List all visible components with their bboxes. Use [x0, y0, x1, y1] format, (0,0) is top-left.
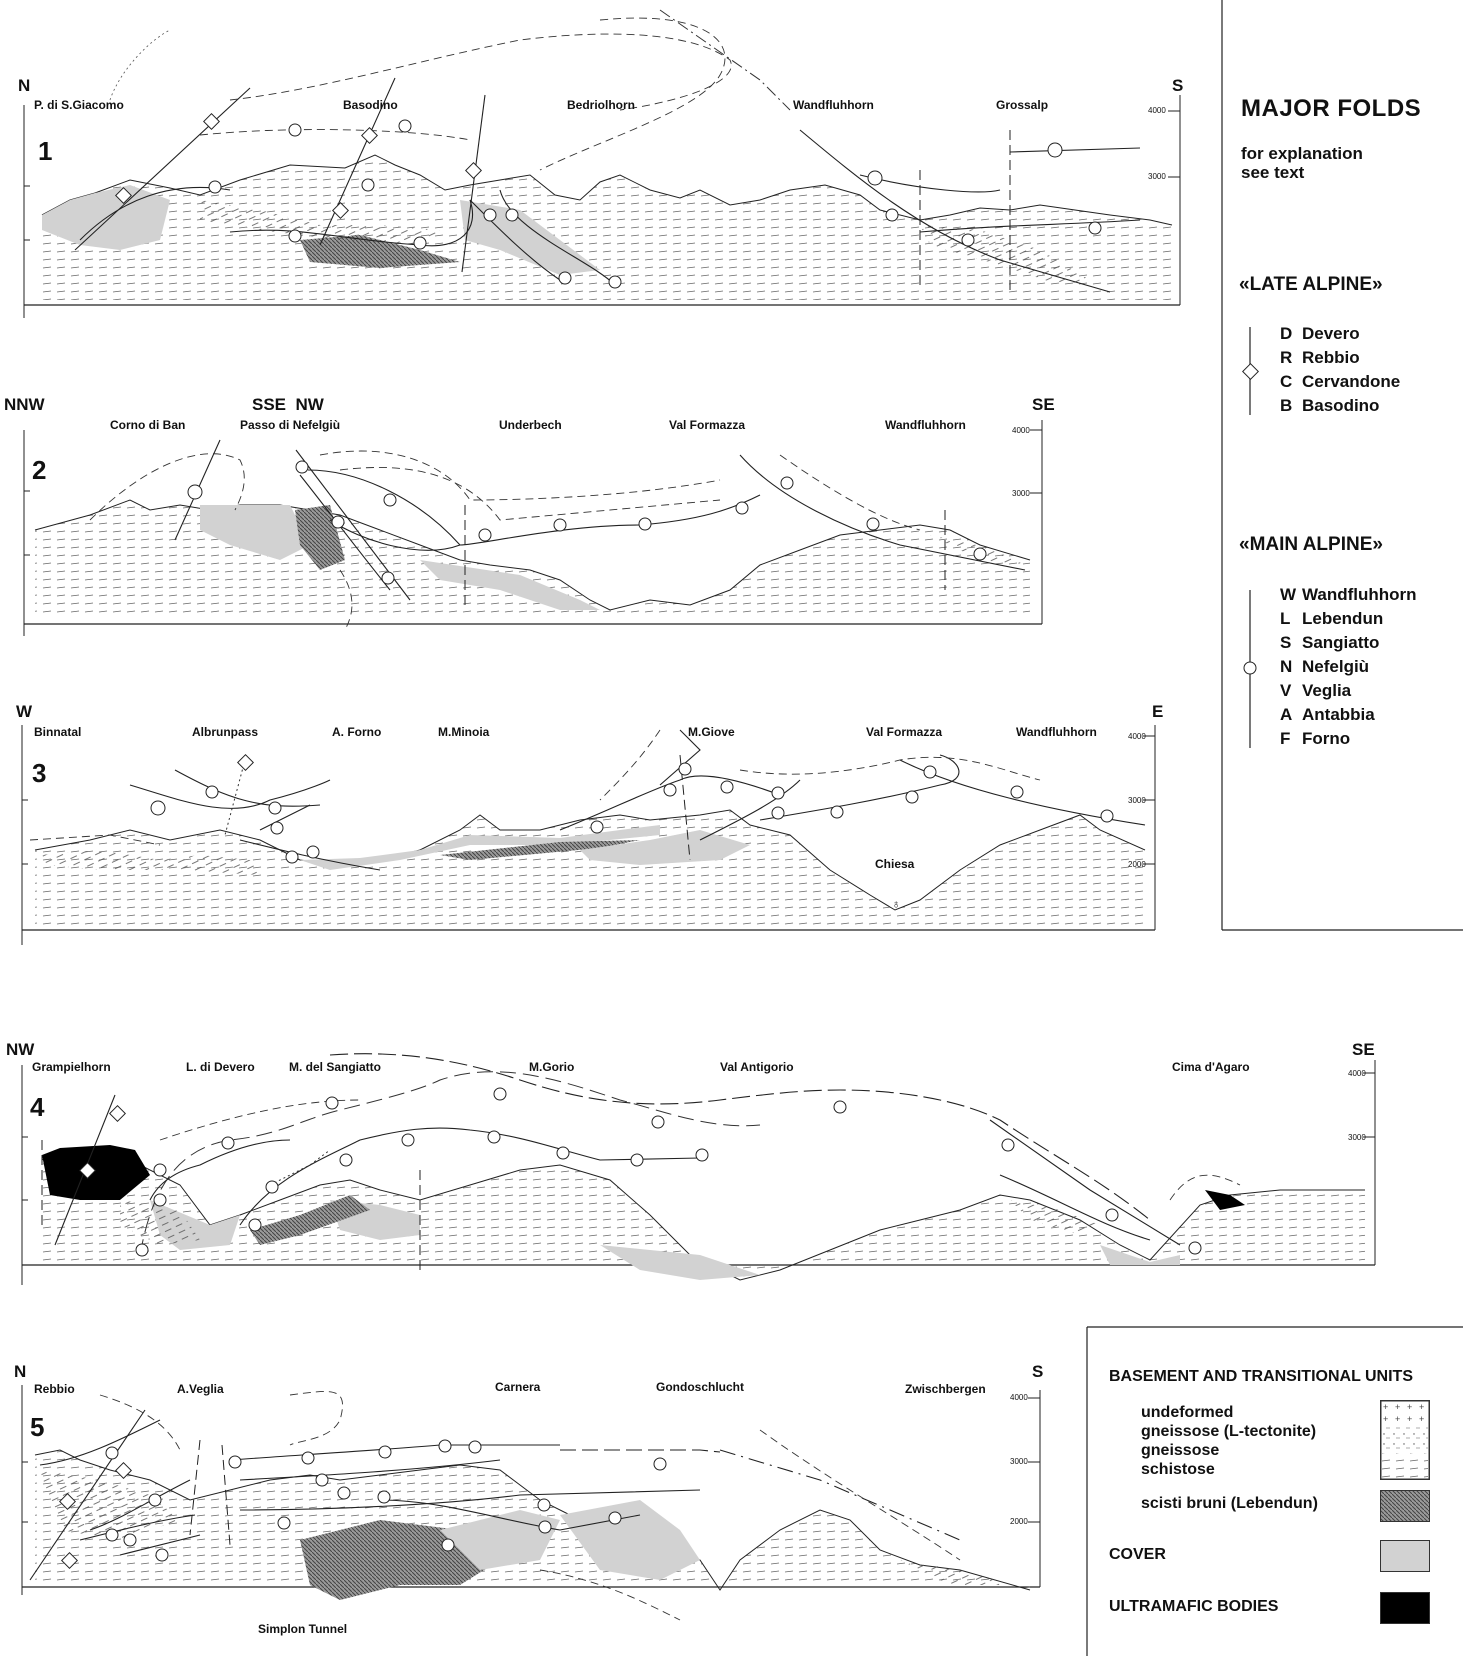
texture-undeformed-label: undeformed — [1141, 1404, 1234, 1421]
section-4-left-direction: NW — [6, 1040, 35, 1059]
section-4-place: L. di Devero — [186, 1060, 255, 1074]
section-4-place: M. del Sangiatto — [289, 1060, 382, 1074]
section-1-altitude: 3000 — [1148, 172, 1166, 181]
section-5-place: Carnera — [495, 1380, 541, 1394]
cover-label: COVER — [1109, 1546, 1166, 1563]
section-3-left-direction: W — [16, 702, 33, 721]
section-1-drawing — [23, 9, 1181, 318]
texture-schistose-label: schistose — [1141, 1461, 1215, 1478]
section-3-place: A. Forno — [332, 725, 382, 739]
section-3-altitude: 3000 — [1128, 796, 1146, 805]
section-2-place: Wandfluhhorn — [885, 418, 966, 432]
section-5-drawing — [21, 1385, 1041, 1621]
section-3-drawing: ♁ — [21, 725, 1156, 945]
section-4-altitude: 4000 — [1348, 1069, 1366, 1078]
section-5-altitude: 2000 — [1010, 1517, 1028, 1526]
late-alpine-heading: «LATE ALPINE» — [1239, 274, 1383, 295]
section-2-place: Underbech — [499, 418, 562, 432]
main-alpine-heading: «MAIN ALPINE» — [1239, 534, 1383, 555]
main-alpine-item: A Antabbia — [1280, 705, 1375, 724]
section-5-number: 5 — [30, 1412, 45, 1442]
ultramafic-swatch — [1380, 1592, 1430, 1624]
texture-gradient-swatch — [1380, 1400, 1430, 1480]
late-alpine-item: B Basodino — [1280, 396, 1380, 415]
main-alpine-item: V Veglia — [1280, 681, 1352, 700]
main-alpine-item: S Sangiatto — [1280, 633, 1380, 652]
section-4-place: Val Antigorio — [720, 1060, 794, 1074]
main-alpine-symbol — [1243, 590, 1257, 748]
legend-subtitle-line2: see text — [1241, 163, 1305, 182]
section-5-right-direction: S — [1032, 1362, 1044, 1381]
late-alpine-item: C Cervandone — [1280, 372, 1401, 391]
section-4-place: Grampielhorn — [32, 1060, 111, 1074]
section-3-altitude: 4000 — [1128, 732, 1146, 741]
section-2-altitude: 3000 — [1012, 489, 1030, 498]
main-alpine-item: L Lebendun — [1280, 609, 1384, 628]
scisti-bruni-swatch — [1380, 1490, 1430, 1522]
section-5-place: Gondoschlucht — [656, 1380, 744, 1394]
section-3-place: Wandfluhhorn — [1016, 725, 1097, 739]
section-1-place: Grossalp — [996, 98, 1049, 112]
section-2-right-direction: SE — [1032, 395, 1055, 414]
basement-heading: BASEMENT AND TRANSITIONAL UNITS — [1109, 1368, 1413, 1385]
legend-title: MAJOR FOLDS — [1241, 95, 1422, 122]
main-alpine-item: N Nefelgiù — [1280, 657, 1370, 676]
section-5-place: Rebbio — [34, 1382, 75, 1396]
section-1-place: P. di S.Giacomo — [34, 98, 124, 112]
section-3-place: Val Formazza — [866, 725, 943, 739]
chiesa-symbol: ♁ — [892, 897, 901, 911]
main-alpine-item: W Wandfluhhorn — [1280, 585, 1417, 604]
late-alpine-item: D Devero — [1280, 324, 1360, 343]
section-5-place: Zwischbergen — [905, 1382, 986, 1396]
late-alpine-symbol — [1242, 327, 1259, 415]
section-2-drawing — [23, 420, 1043, 636]
cover-swatch — [1380, 1540, 1430, 1572]
section-4-place: Cima d'Agaro — [1172, 1060, 1250, 1074]
section-2-mid-direction: SSE NW — [252, 395, 324, 414]
section-3-place: M.Giove — [688, 725, 735, 739]
section-2-place: Corno di Ban — [110, 418, 186, 432]
section-3-chiesa-label: Chiesa — [875, 857, 915, 871]
texture-gneissose-label: gneissose — [1141, 1442, 1220, 1459]
section-3-altitude: 2000 — [1128, 860, 1146, 869]
section-4-number: 4 — [30, 1092, 45, 1122]
section-1-left-direction: N — [18, 76, 31, 95]
scisti-bruni-label: scisti bruni (Lebendun) — [1141, 1495, 1318, 1512]
legend-subtitle-line1: for explanation — [1241, 144, 1363, 163]
section-2-left-direction: NNW — [4, 395, 45, 414]
section-2-place: Val Formazza — [669, 418, 746, 432]
section-4-place: M.Gorio — [529, 1060, 575, 1074]
section-2-place: Passo di Nefelgiù — [240, 418, 341, 432]
section-5-altitude: 4000 — [1010, 1393, 1028, 1402]
texture-gneissose-l-label: gneissose (L-tectonite) — [1141, 1423, 1317, 1440]
section-1-place: Wandfluhhorn — [793, 98, 874, 112]
section-3-number: 3 — [32, 758, 47, 788]
section-2-altitude: 4000 — [1012, 426, 1030, 435]
section-3-place: Binnatal — [34, 725, 82, 739]
section-5-altitude: 3000 — [1010, 1457, 1028, 1466]
section-1-altitude: 4000 — [1148, 106, 1166, 115]
main-alpine-item: F Forno — [1280, 729, 1351, 748]
section-3-right-direction: E — [1152, 702, 1164, 721]
section-5-simplon-label: Simplon Tunnel — [258, 1622, 348, 1636]
section-4-right-direction: SE — [1352, 1040, 1375, 1059]
section-5-left-direction: N — [14, 1362, 27, 1381]
section-2-number: 2 — [32, 455, 47, 485]
section-5-place: A.Veglia — [177, 1382, 224, 1396]
section-4-altitude: 3000 — [1348, 1133, 1366, 1142]
section-3-place: M.Minoia — [438, 725, 490, 739]
late-alpine-item: R Rebbio — [1280, 348, 1360, 367]
section-1-number: 1 — [38, 136, 53, 166]
section-1-place: Bedriolhorn — [567, 98, 635, 112]
ultramafic-label: ULTRAMAFIC BODIES — [1109, 1598, 1279, 1615]
section-3-place: Albrunpass — [192, 725, 259, 739]
section-1-place: Basodino — [343, 98, 398, 112]
section-4-drawing — [21, 1053, 1376, 1285]
section-1-right-direction: S — [1172, 76, 1184, 95]
